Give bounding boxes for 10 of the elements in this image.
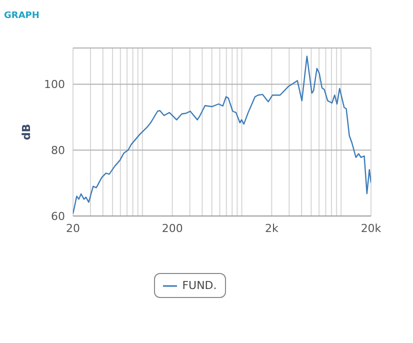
y-tick-label: 80 <box>51 144 65 158</box>
x-tick-label: 20k <box>360 222 382 235</box>
x-tick-label: 2k <box>264 222 279 235</box>
legend-label: FUND. <box>181 279 217 292</box>
x-tick-label: 20 <box>66 222 80 235</box>
x-tick-label: 200 <box>162 222 183 235</box>
chart-title: GRAPH <box>4 11 40 21</box>
y-tick-label: 100 <box>44 78 65 92</box>
y-tick-label: 60 <box>51 210 65 223</box>
y-axis-title: dB <box>20 124 33 140</box>
